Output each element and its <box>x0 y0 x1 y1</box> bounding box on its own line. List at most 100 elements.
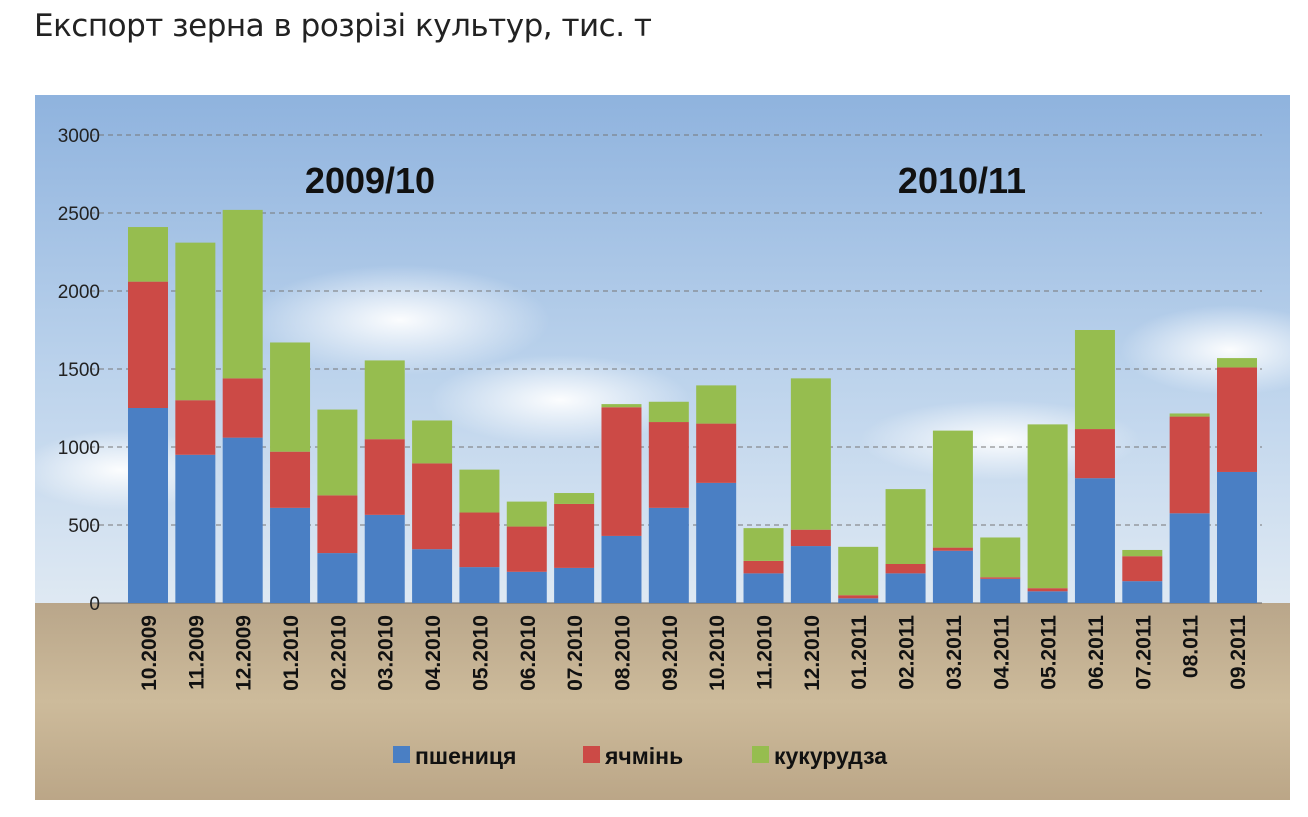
y-tick-label: 2500 <box>58 204 100 225</box>
bar-corn-05.2010 <box>459 469 500 513</box>
bar-corn-10.2010 <box>696 385 737 424</box>
bar-barley-03.2011 <box>932 547 973 551</box>
bar-wheat-09.2010 <box>648 507 689 603</box>
legend-swatch-corn <box>752 746 769 763</box>
bar-wheat-03.2011 <box>932 550 973 603</box>
bar-wheat-07.2011 <box>1122 581 1163 603</box>
x-tick-label: 12.2009 <box>233 615 256 691</box>
bar-wheat-04.2010 <box>412 549 453 603</box>
x-tick-label: 08.011 <box>1180 615 1203 678</box>
annotation-2009-10: 2009/10 <box>305 160 435 201</box>
bar-wheat-11.2010 <box>743 573 784 603</box>
bar-corn-02.2010 <box>317 409 358 496</box>
bar-wheat-08.2010 <box>601 535 642 603</box>
legend-swatch-barley <box>583 746 600 763</box>
bar-barley-08.011 <box>1169 416 1210 514</box>
bar-wheat-10.2010 <box>696 482 737 603</box>
bar-barley-08.2010 <box>601 407 642 536</box>
x-tick-label: 06.2011 <box>1085 615 1108 690</box>
bar-wheat-12.2010 <box>790 546 831 603</box>
bar-barley-02.2010 <box>317 495 358 554</box>
legend-label-barley: ячмінь <box>604 743 683 769</box>
bar-corn-08.2010 <box>601 404 642 408</box>
bar-corn-06.2011 <box>1074 330 1115 430</box>
legend-label-corn: кукурудза <box>774 743 887 769</box>
bar-corn-01.2010 <box>270 342 311 452</box>
y-tick-label: 1000 <box>58 438 100 459</box>
bar-wheat-07.2010 <box>554 567 595 603</box>
bar-wheat-01.2011 <box>838 598 879 603</box>
x-tick-label: 05.2011 <box>1038 615 1061 690</box>
bar-barley-12.2010 <box>790 529 831 547</box>
y-tick-label: 3000 <box>58 126 100 147</box>
x-tick-label: 03.2011 <box>943 615 966 690</box>
y-tick-label: 500 <box>68 516 100 537</box>
x-tick-label: 12.2010 <box>801 615 824 691</box>
bar-wheat-05.2010 <box>459 567 500 603</box>
bar-barley-05.2011 <box>1027 588 1068 592</box>
bar-barley-11.2010 <box>743 560 784 574</box>
bar-wheat-11.2009 <box>175 454 216 603</box>
bar-corn-07.2010 <box>554 493 595 504</box>
bar-corn-04.2010 <box>412 420 453 464</box>
x-tick-label: 03.2010 <box>375 615 398 691</box>
bar-barley-07.2011 <box>1122 556 1163 582</box>
bar-barley-06.2010 <box>506 526 547 572</box>
bar-corn-12.2009 <box>222 209 263 379</box>
bar-wheat-12.2009 <box>222 437 263 603</box>
x-tick-label: 04.2011 <box>990 615 1013 690</box>
x-tick-label: 09.2011 <box>1227 615 1250 690</box>
bar-barley-04.2010 <box>412 463 453 550</box>
x-tick-label: 01.2010 <box>280 615 303 691</box>
bar-barley-02.2011 <box>885 564 926 574</box>
bar-barley-07.2010 <box>554 503 595 568</box>
x-tick-label: 02.2010 <box>327 615 350 691</box>
bar-barley-12.2009 <box>222 378 263 438</box>
bar-barley-11.2009 <box>175 400 216 455</box>
x-tick-label: 01.2011 <box>848 615 871 690</box>
bar-wheat-06.2011 <box>1074 478 1115 603</box>
bar-corn-07.2011 <box>1122 549 1163 557</box>
x-tick-label: 08.2010 <box>611 615 634 691</box>
bar-wheat-03.2010 <box>364 514 405 603</box>
legend-label-wheat: пшениця <box>415 743 516 769</box>
bar-wheat-05.2011 <box>1027 591 1068 603</box>
annotation-2010-11: 2010/11 <box>898 160 1026 201</box>
bar-barley-10.2010 <box>696 423 737 483</box>
chart-title: Експорт зерна в розрізі культур, тис. т <box>34 8 652 44</box>
x-tick-label: 04.2010 <box>422 615 445 691</box>
bar-wheat-06.2010 <box>506 571 547 603</box>
x-tick-label: 07.2010 <box>564 615 587 691</box>
bar-barley-09.2011 <box>1217 367 1257 472</box>
bar-wheat-09.2011 <box>1217 471 1257 603</box>
bar-corn-11.2009 <box>175 242 216 401</box>
bar-wheat-01.2010 <box>270 507 311 603</box>
x-tick-label: 06.2010 <box>517 615 540 691</box>
bar-barley-05.2010 <box>459 512 500 568</box>
x-tick-label: 07.2011 <box>1132 615 1155 690</box>
bar-barley-10.2009 <box>128 281 168 408</box>
bar-wheat-08.011 <box>1169 513 1210 603</box>
bar-barley-01.2010 <box>270 451 311 508</box>
bar-corn-03.2010 <box>364 360 405 440</box>
y-tick-label: 0 <box>89 594 100 615</box>
y-tick-label: 2000 <box>58 282 100 303</box>
bar-barley-01.2011 <box>838 595 879 599</box>
x-tick-label: 05.2010 <box>469 615 492 691</box>
bar-corn-09.2011 <box>1217 358 1257 368</box>
bar-wheat-02.2011 <box>885 573 926 603</box>
bar-corn-06.2010 <box>506 501 547 527</box>
x-tick-label: 09.2010 <box>659 615 682 691</box>
x-tick-label: 10.2009 <box>138 615 161 691</box>
bar-barley-04.2011 <box>980 577 1021 579</box>
legend: пшениця ячмінь кукурудза <box>393 743 887 769</box>
legend-swatch-wheat <box>393 746 410 763</box>
bar-corn-12.2010 <box>790 378 831 530</box>
bar-corn-04.2011 <box>980 537 1021 578</box>
bar-wheat-02.2010 <box>317 553 358 603</box>
bar-barley-03.2010 <box>364 439 405 515</box>
bar-corn-05.2011 <box>1027 424 1068 589</box>
bar-corn-11.2010 <box>743 528 784 561</box>
x-tick-label: 02.2011 <box>896 615 919 690</box>
